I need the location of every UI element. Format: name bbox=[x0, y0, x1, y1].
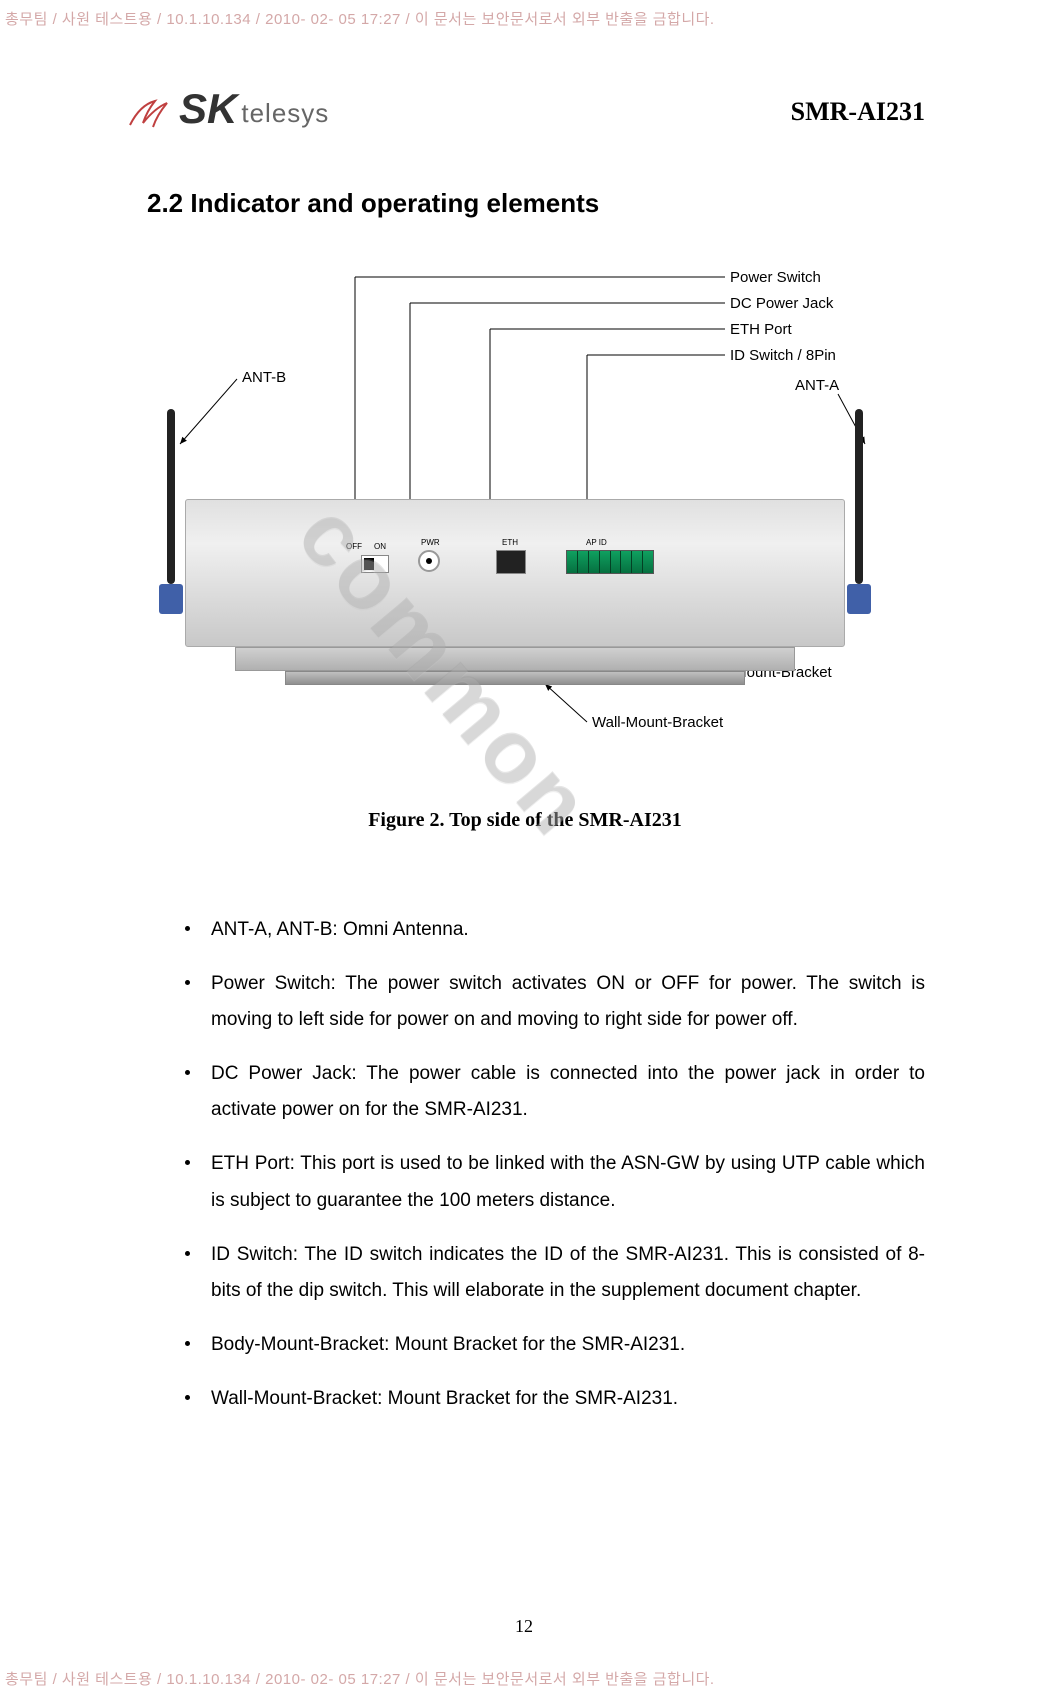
section-heading: 2.2 Indicator and operating elements bbox=[147, 188, 925, 219]
callout-wall-bracket: Wall-Mount-Bracket bbox=[592, 714, 723, 731]
security-watermark-top: 총무팀 / 사원 테스트용 / 10.1.10.134 / 2010- 02- … bbox=[5, 8, 715, 29]
callout-ant-a: ANT-A bbox=[795, 377, 839, 394]
list-item: DC Power Jack: The power cable is connec… bbox=[185, 1056, 925, 1128]
dc-jack-icon bbox=[418, 550, 440, 572]
callout-eth-port: ETH Port bbox=[730, 321, 792, 338]
list-item: Body-Mount-Bracket: Mount Bracket for th… bbox=[185, 1327, 925, 1363]
logo-sub-text: telesys bbox=[241, 98, 329, 133]
list-item: ETH Port: This port is used to be linked… bbox=[185, 1146, 925, 1218]
device-chassis: OFF ON PWR ETH AP ID bbox=[185, 499, 845, 647]
antenna-right bbox=[855, 409, 863, 584]
page-header: SK telesys SMR-AI231 bbox=[125, 85, 925, 133]
antenna-joint-left bbox=[159, 584, 183, 614]
eth-port-icon bbox=[496, 550, 526, 574]
power-switch-icon bbox=[361, 555, 389, 573]
company-logo: SK telesys bbox=[125, 85, 329, 133]
antenna-joint-right bbox=[847, 584, 871, 614]
callout-id-switch: ID Switch / 8Pin bbox=[730, 347, 836, 364]
label-off: OFF bbox=[346, 542, 362, 551]
dip-switch-icon bbox=[566, 550, 654, 574]
label-pwr: PWR bbox=[421, 538, 440, 547]
list-item: Wall-Mount-Bracket: Mount Bracket for th… bbox=[185, 1381, 925, 1417]
security-watermark-bottom: 총무팀 / 사원 테스트용 / 10.1.10.134 / 2010- 02- … bbox=[5, 1668, 715, 1689]
list-item: ID Switch: The ID switch indicates the I… bbox=[185, 1237, 925, 1309]
logo-wing-icon bbox=[125, 93, 175, 133]
section-title: Indicator and operating elements bbox=[190, 188, 599, 218]
callout-power-switch: Power Switch bbox=[730, 269, 821, 286]
logo-brand-text: SK bbox=[179, 85, 237, 133]
figure-caption: Figure 2. Top side of the SMR-AI231 bbox=[125, 809, 925, 832]
page-number: 12 bbox=[0, 1616, 1048, 1637]
wall-mount-bracket bbox=[285, 671, 745, 685]
document-id: SMR-AI231 bbox=[791, 97, 925, 133]
list-item: Power Switch: The power switch activates… bbox=[185, 966, 925, 1038]
callout-ant-b: ANT-B bbox=[242, 369, 286, 386]
description-list: ANT-A, ANT-B: Omni Antenna. Power Switch… bbox=[185, 912, 925, 1417]
page-content: SK telesys SMR-AI231 2.2 Indicator and o… bbox=[125, 85, 925, 1435]
figure-diagram: Power Switch DC Power Jack ETH Port ID S… bbox=[125, 269, 905, 779]
callout-dc-power-jack: DC Power Jack bbox=[730, 295, 833, 312]
device-illustration: OFF ON PWR ETH AP ID bbox=[145, 429, 885, 689]
antenna-left bbox=[167, 409, 175, 584]
section-number: 2.2 bbox=[147, 188, 183, 218]
label-ap-id: AP ID bbox=[586, 538, 607, 547]
label-on: ON bbox=[374, 542, 386, 551]
list-item: ANT-A, ANT-B: Omni Antenna. bbox=[185, 912, 925, 948]
body-mount-bracket bbox=[235, 647, 795, 671]
label-eth: ETH bbox=[502, 538, 518, 547]
